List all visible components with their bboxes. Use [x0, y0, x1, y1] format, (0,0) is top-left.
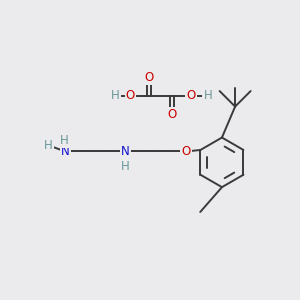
Text: O: O [145, 70, 154, 84]
Text: H: H [62, 134, 70, 144]
Text: O: O [182, 145, 191, 158]
Text: N: N [61, 145, 70, 158]
Text: O: O [168, 108, 177, 121]
Text: H: H [204, 89, 212, 102]
Text: N: N [121, 145, 130, 158]
Text: H: H [111, 89, 119, 102]
Text: H: H [44, 139, 53, 152]
Text: O: O [186, 89, 196, 102]
Text: H: H [121, 160, 130, 173]
Text: O: O [126, 89, 135, 102]
Text: H: H [60, 134, 69, 147]
